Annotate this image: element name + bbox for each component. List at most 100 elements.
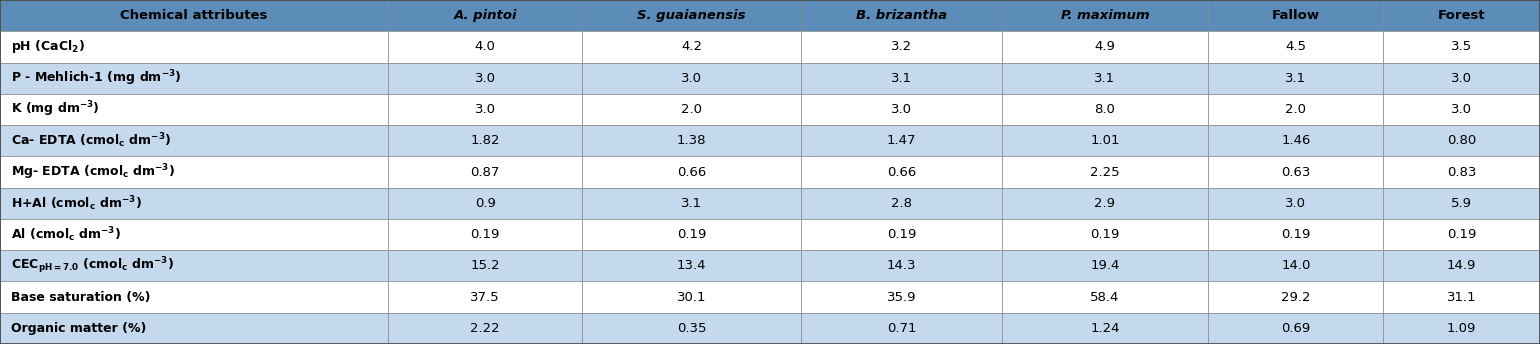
Bar [0,250,388,281]
Bar [582,281,801,313]
Text: 0.19: 0.19 [678,228,707,241]
Bar [1209,281,1383,313]
Text: Mg- EDTA (cmol$_{\mathregular{c}}$ dm$^{\mathregular{-3}}$): Mg- EDTA (cmol$_{\mathregular{c}}$ dm$^{… [11,162,176,182]
Bar [388,281,582,313]
Text: 37.5: 37.5 [470,291,500,304]
Text: 1.47: 1.47 [887,134,916,147]
Text: 0.63: 0.63 [1281,165,1311,179]
Text: 14.9: 14.9 [1448,259,1477,272]
Bar [1209,31,1383,63]
Bar [582,94,801,125]
Text: 3.1: 3.1 [892,72,912,85]
Text: 19.4: 19.4 [1090,259,1120,272]
Bar [582,157,801,187]
Text: 0.80: 0.80 [1448,134,1477,147]
Text: 0.19: 0.19 [1090,228,1120,241]
Bar [1001,125,1209,157]
Bar [388,187,582,219]
Bar [801,281,1001,313]
Bar [801,313,1001,344]
Bar [582,63,801,94]
Text: 0.19: 0.19 [1281,228,1311,241]
Bar [1001,94,1209,125]
Text: 0.19: 0.19 [1448,228,1477,241]
Bar [1001,63,1209,94]
Text: 3.0: 3.0 [1451,72,1472,85]
Bar [801,187,1001,219]
Text: 4.0: 4.0 [474,40,496,53]
Text: 14.3: 14.3 [887,259,916,272]
Text: 1.46: 1.46 [1281,134,1311,147]
Text: 3.0: 3.0 [1286,197,1306,210]
Text: 3.0: 3.0 [681,72,702,85]
Bar [1383,157,1540,187]
Bar [1209,94,1383,125]
Text: 5.9: 5.9 [1451,197,1472,210]
Text: 13.4: 13.4 [678,259,707,272]
Bar [0,219,388,250]
Bar [0,0,388,31]
Bar [582,250,801,281]
Bar [1001,281,1209,313]
Bar [1383,313,1540,344]
Text: pH (CaCl$_{\mathregular{2}}$): pH (CaCl$_{\mathregular{2}}$) [11,39,85,55]
Bar [582,187,801,219]
Bar [582,0,801,31]
Bar [1001,219,1209,250]
Text: 2.22: 2.22 [470,322,500,335]
Bar [388,157,582,187]
Text: 35.9: 35.9 [887,291,916,304]
Text: 1.01: 1.01 [1090,134,1120,147]
Bar [1383,94,1540,125]
Bar [801,0,1001,31]
Bar [1383,219,1540,250]
Bar [582,219,801,250]
Bar [388,0,582,31]
Text: 8.0: 8.0 [1095,103,1115,116]
Bar [1383,0,1540,31]
Text: 0.19: 0.19 [471,228,501,241]
Text: 4.5: 4.5 [1286,40,1306,53]
Bar [801,125,1001,157]
Text: 4.9: 4.9 [1095,40,1115,53]
Text: 2.9: 2.9 [1095,197,1115,210]
Bar [1209,313,1383,344]
Text: 4.2: 4.2 [681,40,702,53]
Text: CEC$_{\mathregular{pH=7.0}}$ (cmol$_{\mathregular{c}}$ dm$^{\mathregular{-3}}$): CEC$_{\mathregular{pH=7.0}}$ (cmol$_{\ma… [11,256,174,276]
Text: 1.38: 1.38 [678,134,707,147]
Bar [1209,0,1383,31]
Text: 31.1: 31.1 [1448,291,1477,304]
Bar [0,313,388,344]
Bar [1001,157,1209,187]
Bar [0,187,388,219]
Bar [582,313,801,344]
Bar [801,31,1001,63]
Bar [801,250,1001,281]
Text: 3.0: 3.0 [474,72,496,85]
Bar [1001,0,1209,31]
Bar [1383,125,1540,157]
Text: A. pintoi: A. pintoi [453,9,517,22]
Bar [388,125,582,157]
Bar [0,94,388,125]
Text: 2.0: 2.0 [1286,103,1306,116]
Text: Ca- EDTA (cmol$_{\mathregular{c}}$ dm$^{\mathregular{-3}}$): Ca- EDTA (cmol$_{\mathregular{c}}$ dm$^{… [11,131,171,150]
Bar [1209,187,1383,219]
Bar [1209,250,1383,281]
Text: 0.35: 0.35 [678,322,707,335]
Bar [801,63,1001,94]
Text: 0.66: 0.66 [678,165,707,179]
Text: 1.24: 1.24 [1090,322,1120,335]
Text: 0.66: 0.66 [887,165,916,179]
Bar [0,63,388,94]
Bar [801,157,1001,187]
Text: 2.8: 2.8 [892,197,912,210]
Text: 3.1: 3.1 [1095,72,1115,85]
Text: 29.2: 29.2 [1281,291,1311,304]
Text: 15.2: 15.2 [470,259,500,272]
Text: 2.25: 2.25 [1090,165,1120,179]
Bar [0,157,388,187]
Text: Organic matter (%): Organic matter (%) [11,322,146,335]
Bar [388,94,582,125]
Bar [1383,63,1540,94]
